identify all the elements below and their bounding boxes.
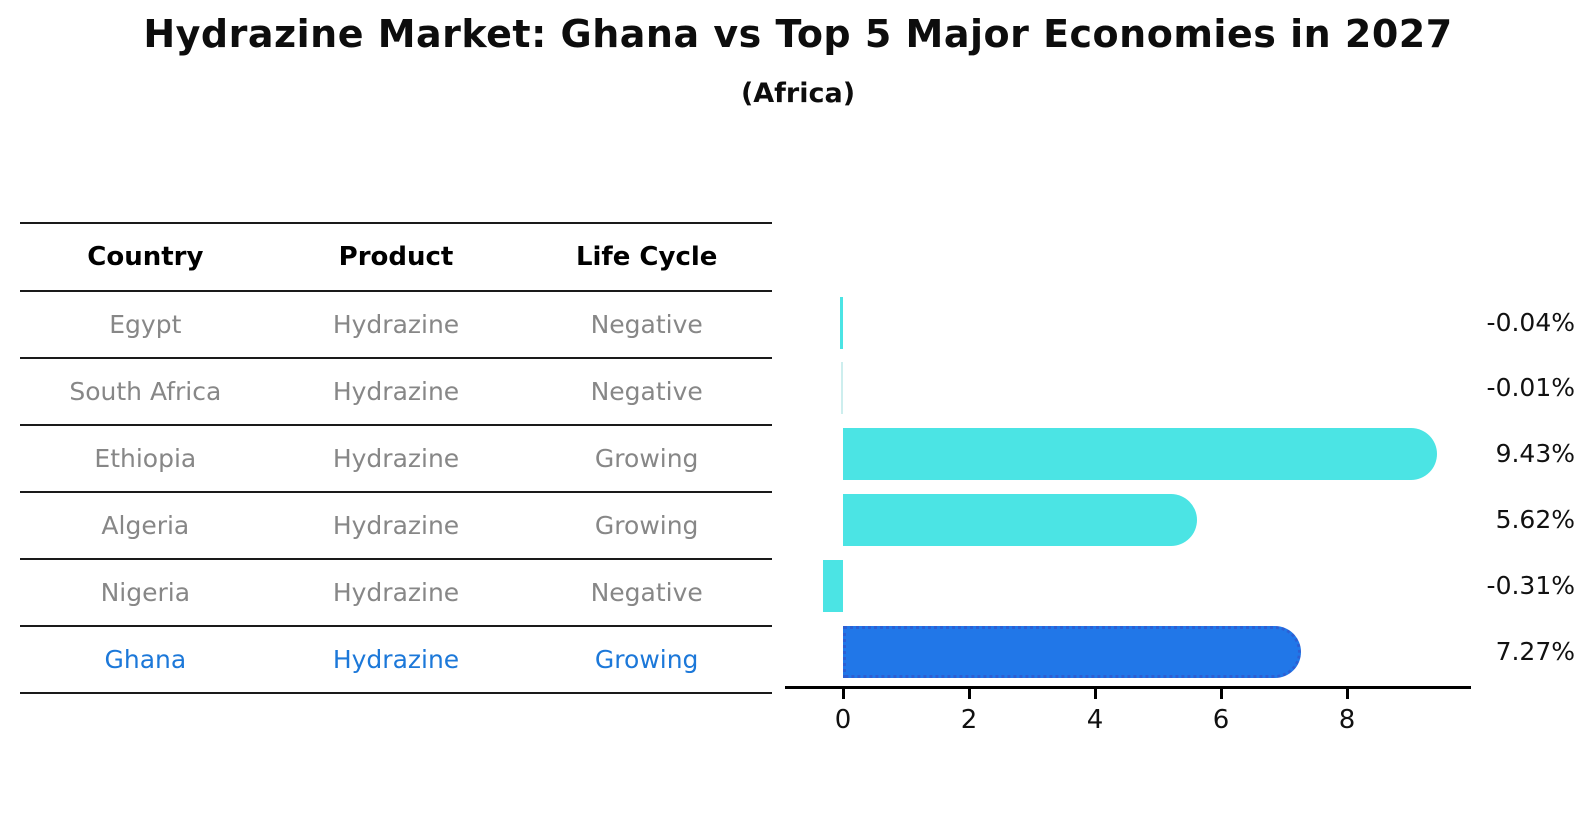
table-body: Egypt Hydrazine Negative South Africa Hydraz… bbox=[20, 292, 772, 694]
cell-life-cycle: Negative bbox=[590, 578, 703, 607]
column-header-life-cycle: Life Cycle bbox=[575, 242, 718, 272]
cell-product: Hydrazine bbox=[332, 377, 460, 406]
table-row-ethiopia: Ethiopia Hydrazine Growing bbox=[20, 426, 772, 493]
x-tick-label-2: 2 bbox=[960, 705, 978, 735]
x-tick-label-4: 4 bbox=[1086, 705, 1104, 735]
x-tick-label-6: 6 bbox=[1212, 705, 1230, 735]
x-tick-mark-2 bbox=[967, 689, 971, 699]
bar-egypt bbox=[840, 297, 843, 349]
value-label-nigeria: -0.31% bbox=[1486, 571, 1575, 600]
chart-subtitle: (Africa) bbox=[740, 78, 856, 109]
table-header-row: Country Product Life Cycle bbox=[20, 224, 772, 292]
x-axis-line bbox=[785, 686, 1471, 689]
cell-product: Hydrazine bbox=[332, 310, 460, 339]
x-tick-label-8: 8 bbox=[1338, 705, 1356, 735]
cell-product: Hydrazine bbox=[332, 645, 460, 674]
cell-life-cycle: Growing bbox=[594, 645, 699, 674]
column-header-product: Product bbox=[338, 242, 454, 272]
x-tick-mark-6 bbox=[1219, 689, 1223, 699]
table-row-algeria: Algeria Hydrazine Growing bbox=[20, 493, 772, 560]
column-header-country: Country bbox=[87, 242, 204, 272]
bar-algeria bbox=[843, 494, 1198, 546]
cell-country: South Africa bbox=[69, 377, 222, 406]
cell-product: Hydrazine bbox=[332, 511, 460, 540]
x-tick-mark-8 bbox=[1345, 689, 1349, 699]
value-label-south-africa: -0.01% bbox=[1486, 373, 1575, 402]
cell-country: Ethiopia bbox=[94, 444, 197, 473]
x-tick-mark-4 bbox=[1093, 689, 1097, 699]
bar-nigeria bbox=[823, 560, 843, 612]
chart-title: Hydrazine Market: Ghana vs Top 5 Major E… bbox=[143, 12, 1453, 56]
cell-life-cycle: Growing bbox=[594, 444, 699, 473]
cell-product: Hydrazine bbox=[332, 578, 460, 607]
x-tick-mark-0 bbox=[841, 689, 845, 699]
country-table: Country Product Life Cycle Egypt Hydrazin… bbox=[20, 222, 772, 694]
cell-life-cycle: Negative bbox=[590, 377, 703, 406]
cell-country: Algeria bbox=[101, 511, 190, 540]
value-label-algeria: 5.62% bbox=[1495, 505, 1575, 534]
cell-life-cycle: Growing bbox=[594, 511, 699, 540]
value-label-egypt: -0.04% bbox=[1486, 308, 1575, 337]
cell-country: Nigeria bbox=[100, 578, 191, 607]
value-label-ethiopia: 9.43% bbox=[1495, 439, 1575, 468]
bar-ethiopia bbox=[843, 428, 1438, 480]
cell-country: Ghana bbox=[104, 645, 187, 674]
table-row-nigeria: Nigeria Hydrazine Negative bbox=[20, 560, 772, 627]
cell-life-cycle: Negative bbox=[590, 310, 703, 339]
cell-country: Egypt bbox=[109, 310, 182, 339]
cell-product: Hydrazine bbox=[332, 444, 460, 473]
table-row-ghana: Ghana Hydrazine Growing bbox=[20, 627, 772, 694]
bar-south-africa bbox=[841, 362, 843, 414]
table-row-south-africa: South Africa Hydrazine Negative bbox=[20, 359, 772, 426]
table-row-egypt: Egypt Hydrazine Negative bbox=[20, 292, 772, 359]
x-tick-label-0: 0 bbox=[834, 705, 852, 735]
value-label-ghana: 7.27% bbox=[1495, 637, 1575, 666]
bar-ghana bbox=[843, 626, 1301, 678]
